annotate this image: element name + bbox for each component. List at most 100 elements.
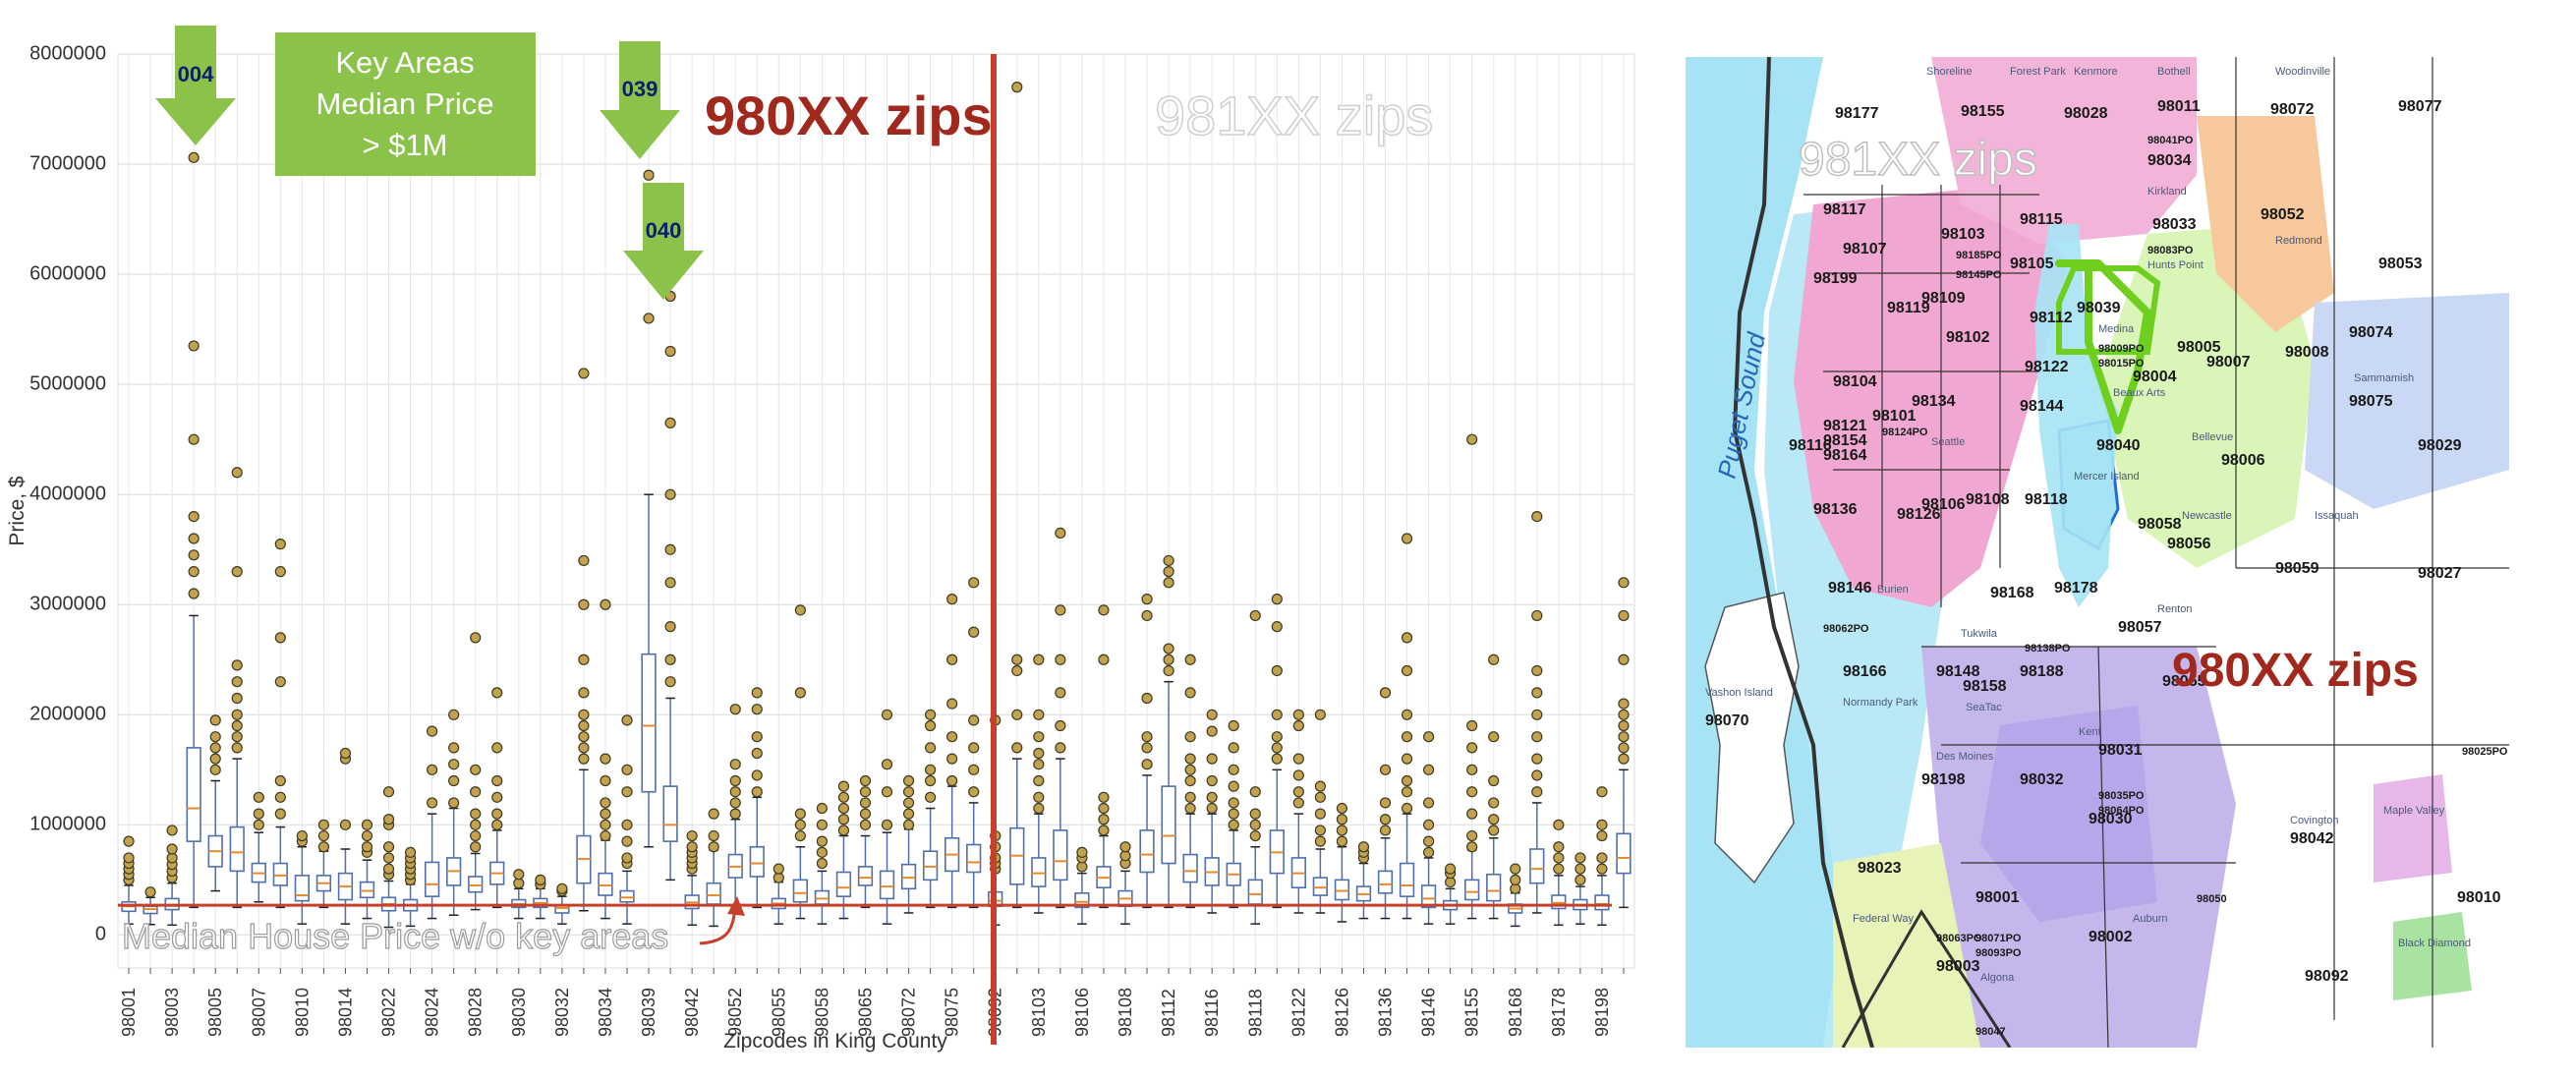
outlier-point	[231, 566, 243, 578]
outlier-point	[925, 764, 937, 775]
map-place-label: Federal Way	[1853, 913, 1914, 925]
outlier-point	[1271, 621, 1283, 633]
box-iqr	[662, 785, 678, 842]
outlier-point	[1184, 687, 1196, 699]
map-zip-label: 98148	[1936, 663, 1980, 680]
outlier-point	[209, 742, 221, 754]
y-tick-label: 3000000	[29, 594, 106, 615]
outlier-point	[621, 835, 633, 847]
outlier-point	[968, 577, 980, 589]
map-zip-label: 98105	[2010, 256, 2054, 272]
outlier-point	[1401, 786, 1413, 798]
box-98103	[1031, 654, 1047, 914]
outlier-point	[274, 676, 286, 688]
map-place-label: Algona	[1980, 972, 2015, 984]
outlier-point	[361, 819, 373, 830]
map-zip-label: 98188	[2020, 663, 2064, 680]
outlier-point	[837, 802, 850, 815]
map-zip-label: 98117	[1823, 201, 1866, 218]
x-tick-label: 98024	[423, 988, 442, 1037]
map-zip-label: 98005	[2177, 339, 2221, 356]
outlier-point	[1011, 709, 1023, 720]
x-tick-label: 98042	[682, 988, 702, 1037]
outlier-point	[1184, 731, 1196, 743]
outlier-point	[1292, 719, 1304, 732]
map-overlay-980xx: 980XX zips	[2172, 645, 2419, 697]
label-981xx: 981XX zips	[1155, 85, 1433, 146]
map-zip-label: 98092	[2305, 968, 2349, 985]
outlier-point	[1466, 786, 1478, 798]
outlier-point	[1055, 654, 1066, 665]
outlier-point	[794, 829, 806, 842]
outlier-point	[1553, 819, 1565, 830]
x-tick-label: 98032	[552, 988, 572, 1037]
outlier-point	[231, 692, 243, 705]
outlier-point	[664, 345, 676, 358]
zip-boundaries	[1803, 57, 2509, 1048]
map-zip-label: 98007	[2206, 354, 2251, 370]
outlier-point	[1618, 753, 1630, 765]
outlier-point	[1596, 786, 1608, 798]
outlier-point	[1141, 594, 1153, 605]
map-zip-label: 98119	[1887, 300, 1930, 316]
x-tick-label: 98010	[292, 988, 312, 1037]
outlier-point	[708, 808, 719, 820]
outlier-point	[881, 709, 893, 720]
map-zip-label: 98031	[2098, 742, 2143, 759]
outlier-point	[1531, 687, 1543, 699]
outlier-point	[859, 786, 872, 798]
map-overlay-981xx: 981XX zips	[1799, 134, 2037, 186]
outlier-point	[837, 825, 850, 836]
map-po-label: 98035PO	[2098, 790, 2145, 802]
map-zip-label: 98056	[2167, 536, 2211, 552]
map-zip-label: 98126	[1897, 506, 1941, 523]
outlier-point	[1249, 786, 1261, 798]
outlier-point	[274, 539, 286, 550]
outlier-point	[448, 774, 460, 787]
outlier-point	[274, 791, 286, 803]
outlier-point	[1531, 511, 1543, 523]
y-tick-label: 4000000	[29, 483, 106, 504]
outlier-point	[837, 780, 850, 792]
box-iqr	[598, 872, 613, 896]
outlier-point	[1553, 841, 1565, 853]
outlier-point	[686, 841, 698, 853]
map-zip-label: 98075	[2349, 393, 2393, 410]
outlier-point	[1596, 829, 1608, 842]
median-annotation-text: Median House Price w/o key areas	[122, 916, 668, 956]
box-iqr	[1247, 879, 1263, 905]
outlier-point	[1618, 742, 1630, 754]
outlier-point	[1618, 709, 1630, 720]
outlier-point	[1531, 609, 1543, 622]
outlier-point	[1488, 814, 1500, 825]
outlier-point	[1596, 819, 1608, 830]
box-98109	[1139, 594, 1155, 909]
x-tick-label: 98106	[1072, 988, 1092, 1037]
x-tick-label: 98136	[1376, 988, 1396, 1037]
map-place-label: Kenmore	[2074, 66, 2118, 78]
box-98133	[1355, 841, 1372, 920]
outlier-point	[188, 151, 200, 163]
outlier-point	[1618, 698, 1630, 710]
y-axis-title: Price, $	[6, 476, 29, 546]
outlier-point	[1011, 82, 1023, 93]
outlier-point	[664, 621, 676, 633]
outlier-point	[773, 863, 784, 875]
map-zip-label: 98154	[1823, 432, 1867, 449]
map-place-label: Black Diamond	[2398, 938, 2471, 949]
outlier-point	[925, 742, 937, 754]
x-tick-label: 98112	[1159, 989, 1178, 1037]
box-98105	[1053, 527, 1068, 909]
box-98119	[1269, 594, 1285, 909]
box-iqr	[641, 653, 657, 793]
box-iqr	[900, 863, 917, 890]
outlier-point	[794, 604, 806, 616]
outlier-point	[578, 687, 590, 699]
outlier-point	[1574, 852, 1586, 864]
vashon-island	[1704, 592, 1800, 884]
map-place-label: SeaTac	[1966, 702, 2002, 713]
outlier-point	[209, 731, 221, 743]
outlier-point	[1033, 774, 1045, 787]
map-zip-label: 98115	[2020, 211, 2063, 228]
outlier-point	[1206, 774, 1218, 787]
